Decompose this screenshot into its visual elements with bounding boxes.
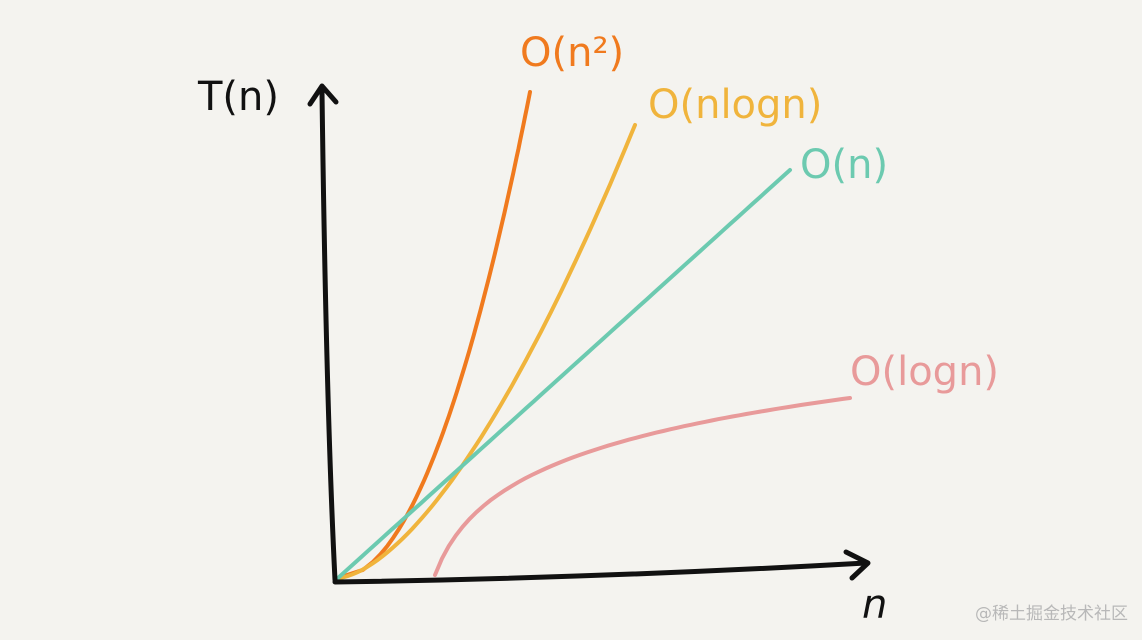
series-label-1: O(n²) xyxy=(520,30,624,76)
series-line-2 xyxy=(336,123,637,580)
series-label-4: O(logn) xyxy=(850,349,999,395)
y-axis-arrow xyxy=(307,83,339,107)
watermark: @稀土掘金技术社区 xyxy=(975,604,1128,624)
series-line-3 xyxy=(336,168,792,580)
y-axis-label: T(n) xyxy=(197,74,279,120)
series-line-4 xyxy=(433,396,852,577)
x-axis-label: n xyxy=(862,582,887,628)
y-axis xyxy=(319,89,338,583)
series-line-1 xyxy=(336,90,532,580)
x-axis xyxy=(332,560,869,585)
series-label-2: O(nlogn) xyxy=(648,82,822,128)
series-label-3: O(n) xyxy=(800,142,888,188)
x-axis-arrow xyxy=(843,549,871,581)
